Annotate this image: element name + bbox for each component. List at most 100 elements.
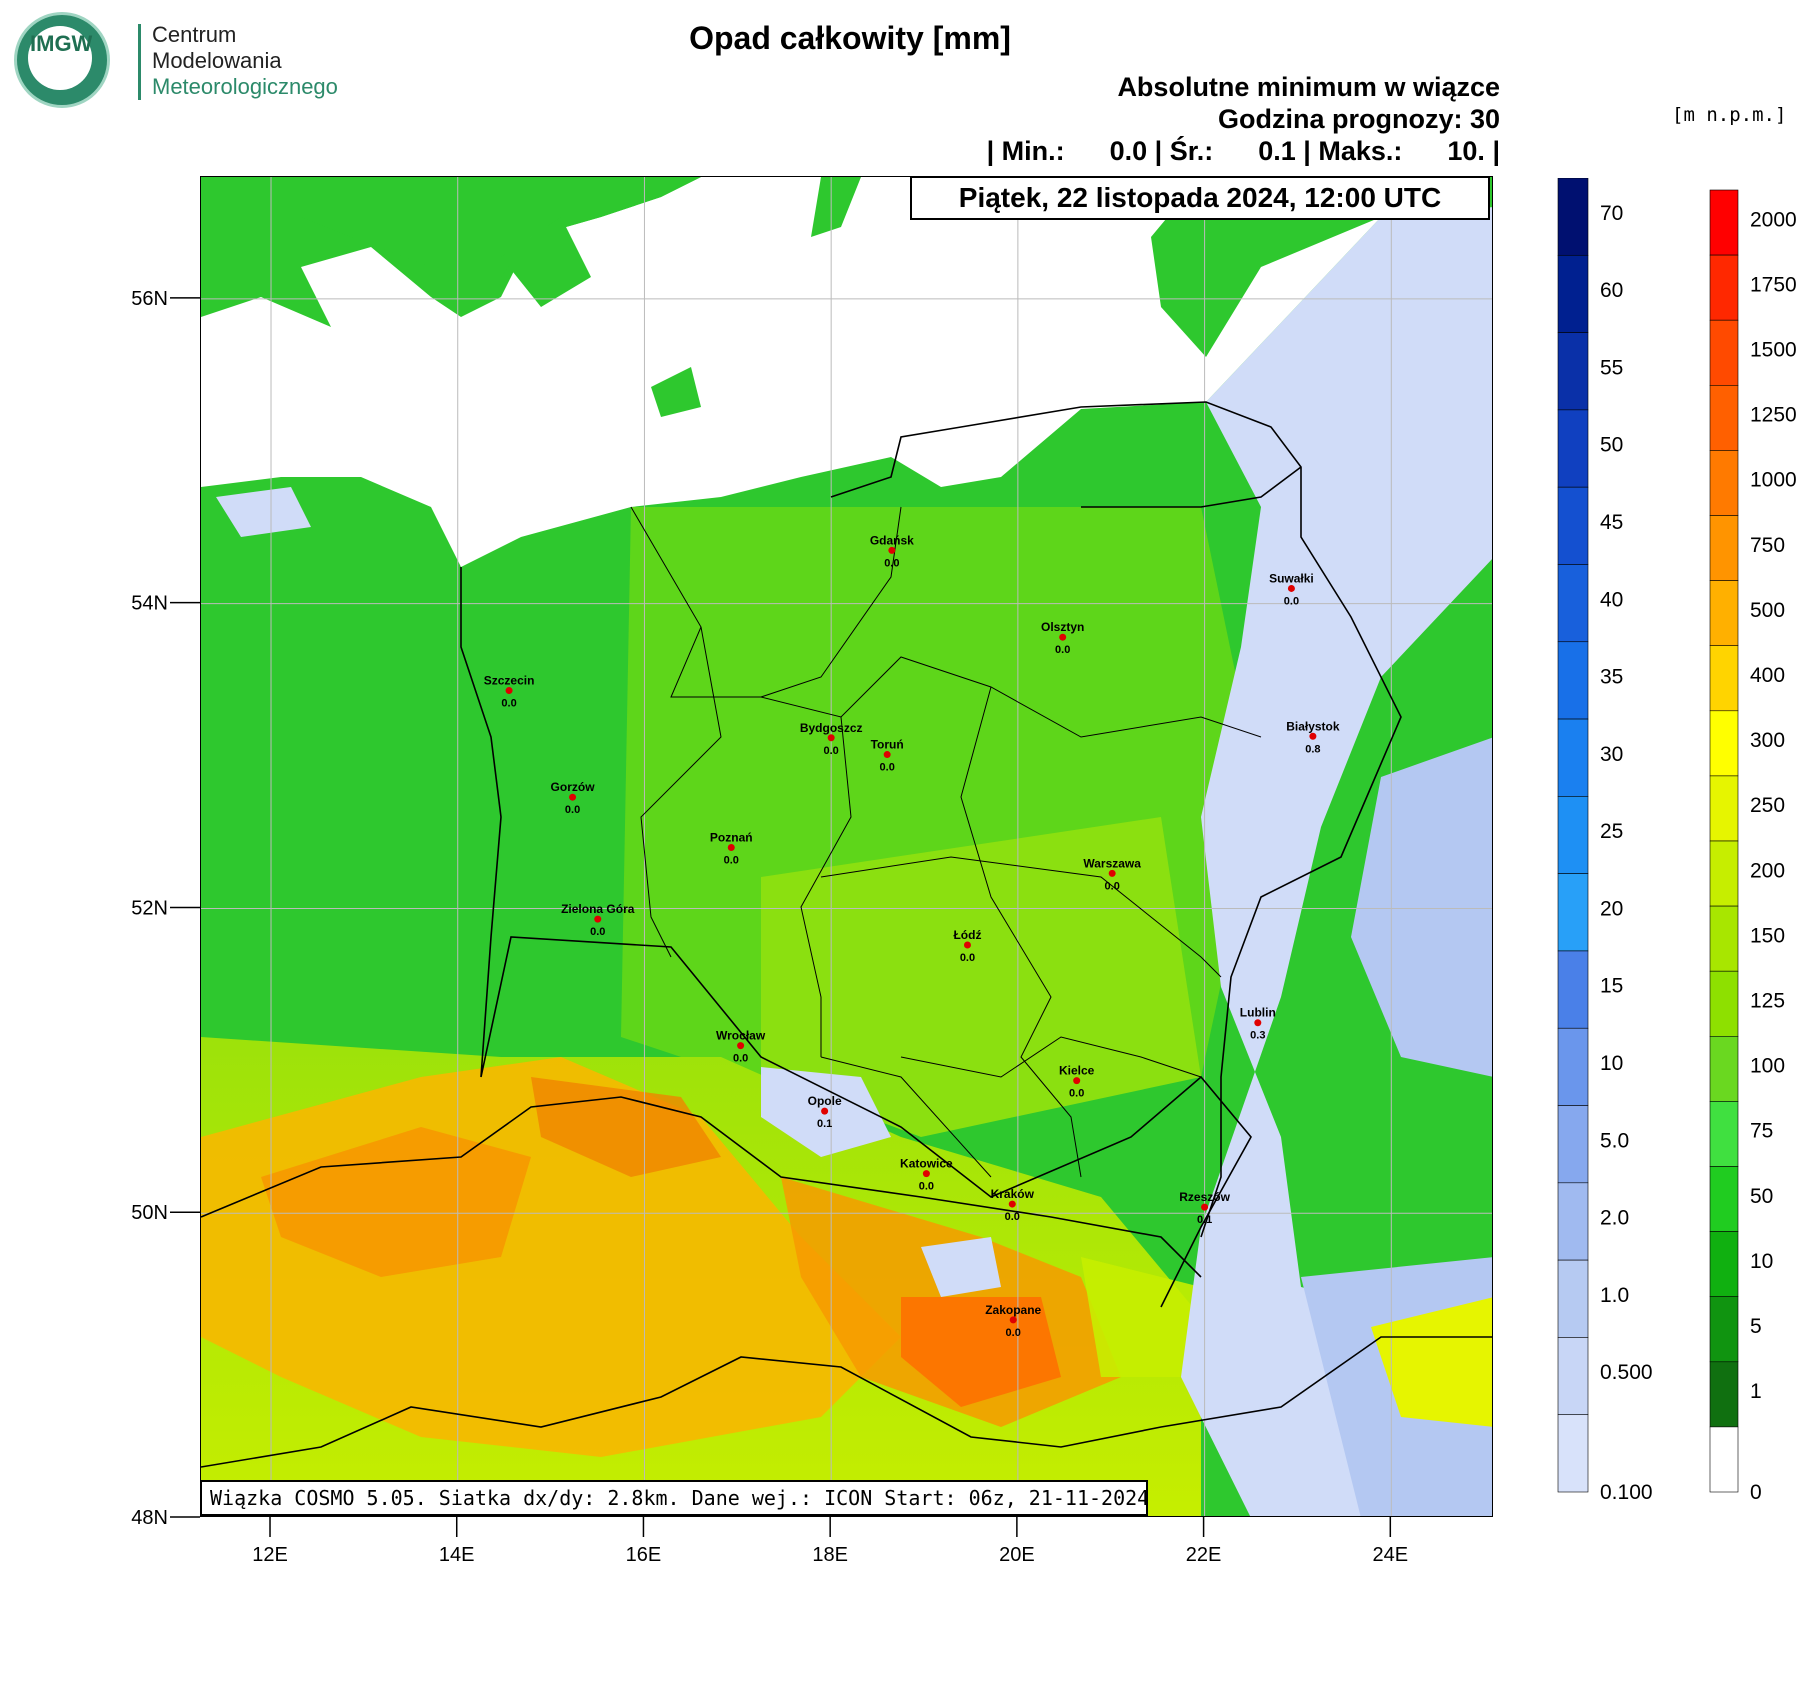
lat-tick-label: 48N	[131, 1507, 168, 1529]
city-value-label: 0.0	[884, 557, 899, 569]
city-marker	[1287, 584, 1295, 592]
terrain-colorbar-label: 200	[1750, 859, 1785, 882]
city-value-label: 0.0	[1005, 1211, 1020, 1223]
terrain-colorbar-label: 500	[1750, 599, 1785, 622]
terrain-colorbar-label: 10	[1750, 1250, 1773, 1273]
precip-colorbar-swatch	[1557, 332, 1589, 411]
terrain-colorbar-swatch	[1709, 645, 1739, 712]
city-name-label: Szczecin	[484, 674, 535, 688]
subtitle-ensemble: Absolutne minimum w wiązce	[1117, 72, 1500, 102]
imgw-logo-text: IMGW	[30, 31, 93, 56]
terrain-colorbar-label: 1750	[1750, 273, 1797, 296]
city-marker	[821, 1107, 829, 1115]
city-value-label: 0.0	[919, 1181, 934, 1193]
precip-patch-beskids	[921, 1237, 1001, 1297]
voivodeship-border-3	[800, 716, 852, 1057]
voivodeship-border-1	[630, 506, 1262, 738]
terrain-colorbar-label: 150	[1750, 924, 1785, 947]
terrain-colorbar-label: 1250	[1750, 404, 1797, 427]
terrain-colorbar-swatch	[1709, 1166, 1739, 1232]
city-name-label: Zielona Góra	[561, 902, 635, 916]
terrain-colorbar-label: 125	[1750, 989, 1785, 1012]
precip-colorbar-swatch	[1557, 950, 1589, 1029]
precip-colorbar-label: 30	[1600, 743, 1623, 766]
terrain-colorbar-label: 75	[1750, 1120, 1773, 1143]
terrain-colorbar-label: 1	[1750, 1380, 1762, 1403]
city-value-label: 0.1	[1197, 1214, 1212, 1226]
imgw-logo-emblem-inner	[28, 26, 92, 90]
precip-colorbar-label: 70	[1600, 202, 1623, 225]
lon-tick-label: 20E	[999, 1544, 1035, 1566]
terrain-colorbar-label: 1000	[1750, 469, 1797, 492]
city-value-label: 0.0	[1284, 595, 1299, 607]
island-north	[501, 217, 591, 307]
precip-colorbar-swatch	[1557, 254, 1589, 333]
precip-colorbar-swatch	[1557, 409, 1589, 488]
terrain-colorbar-label: 2000	[1750, 208, 1797, 231]
terrain-colorbar-swatch	[1709, 1101, 1739, 1167]
lat-tick-label: 50N	[131, 1202, 168, 1224]
precip-colorbar-label: 45	[1600, 511, 1623, 534]
precip-colorbar-label: 55	[1600, 356, 1623, 379]
city-value-label: 0.3	[1250, 1030, 1265, 1042]
precipitation-map: Gdańsk 0.0 Suwałki 0.0 Olsztyn 0.0 Szczecin 0.0…	[201, 177, 1492, 1516]
lat-tick-label: 52N	[131, 897, 168, 919]
island-gotland-tip	[811, 177, 861, 237]
city-marker	[963, 941, 971, 949]
city-marker	[1309, 732, 1317, 740]
city-value-label: 0.0	[880, 762, 895, 774]
precip-colorbar-swatch	[1557, 641, 1589, 720]
lat-tick-label: 56N	[131, 288, 168, 310]
precip-patch-west	[216, 487, 311, 537]
map-panel: Gdańsk 0.0 Suwałki 0.0 Olsztyn 0.0 Szczecin 0.0…	[200, 176, 1493, 1517]
lon-tick-label: 14E	[439, 1544, 475, 1566]
city-name-label: Gdańsk	[870, 533, 914, 547]
model-info-footer: Wiązka COSMO 5.05. Siatka dx/dy: 2.8km. …	[200, 1480, 1148, 1516]
east-carpathian-terrain	[1371, 1297, 1492, 1427]
city-value-label: 0.0	[733, 1053, 748, 1065]
terrain-colorbar-swatch	[1709, 254, 1739, 321]
city-name-label: Toruń	[871, 738, 904, 752]
lon-tick-label: 18E	[812, 1544, 848, 1566]
lon-tick-label: 22E	[1186, 1544, 1222, 1566]
precip-colorbar-label: 10	[1600, 1052, 1623, 1075]
precip-colorbar-swatch	[1557, 486, 1589, 565]
lon-tick-label: 16E	[626, 1544, 662, 1566]
central-upland	[761, 817, 1201, 1137]
city-value-label: 0.8	[1305, 743, 1320, 755]
city-marker	[1059, 633, 1067, 641]
city-name-label: Kielce	[1059, 1064, 1095, 1078]
city-name-label: Olsztyn	[1041, 620, 1084, 634]
subtitle-forecast-hour: Godzina prognozy: 30	[1217, 104, 1500, 134]
terrain-colorbar-swatch	[1709, 385, 1739, 451]
terrain-colorbar-label: 300	[1750, 729, 1785, 752]
city-value-label: 0.0	[1069, 1088, 1084, 1100]
precip-colorbar-swatch	[1557, 178, 1589, 256]
city-value-label: 0.0	[960, 952, 975, 964]
city-marker	[505, 687, 513, 695]
city-marker	[883, 751, 891, 759]
precip-colorbar-swatch	[1557, 718, 1589, 797]
precip-colorbar-swatch	[1557, 1259, 1589, 1338]
precip-colorbar-label: 35	[1600, 666, 1623, 689]
voivodeship-border-4	[760, 506, 902, 698]
bohemian-ridge-west	[261, 1127, 531, 1277]
voivodeship-border-5	[960, 686, 1082, 1178]
city-marker	[888, 546, 896, 554]
city-marker	[1009, 1316, 1017, 1324]
terrain-colorbar-label: 50	[1750, 1185, 1773, 1208]
logo-divider	[138, 24, 141, 100]
map-title: Opad całkowity [mm]	[689, 20, 1011, 56]
poland-border-north-east	[830, 401, 1402, 1238]
city-name-label: Gorzów	[551, 780, 596, 794]
precip-colorbar-label: 40	[1600, 588, 1623, 611]
precip-colorbar-swatch	[1557, 564, 1589, 643]
kaliningrad-border	[1081, 466, 1302, 508]
terrain-colorbar-swatch	[1709, 1035, 1739, 1102]
forecast-date-box: Piątek, 22 listopada 2024, 12:00 UTC	[910, 176, 1490, 220]
city-name-label: Lublin	[1240, 1006, 1276, 1020]
city-value-label: 0.0	[724, 855, 739, 867]
terrain-colorbar-label: 750	[1750, 534, 1785, 557]
city-name-label: Rzeszów	[1179, 1190, 1230, 1204]
